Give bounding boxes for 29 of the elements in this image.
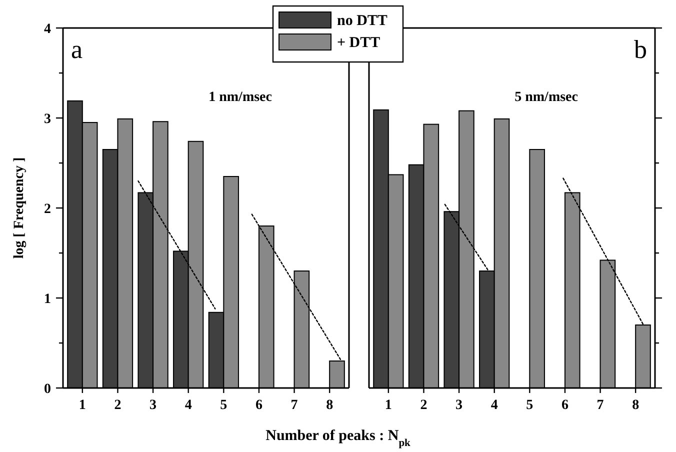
x-tick-label: 4	[184, 398, 192, 413]
x-tick-label: 1	[384, 398, 392, 413]
annotation: 1 nm/msec	[208, 90, 272, 105]
y-axis-title: log [ Frequency ]	[12, 157, 27, 259]
annotation: b	[634, 35, 647, 64]
x-tick-label: 3	[456, 398, 463, 413]
x-axis-title: Number of peaks : N$_{pk}$	[266, 428, 411, 448]
y-tick-label: 4	[44, 22, 51, 37]
legend-label: + DTT	[337, 35, 380, 51]
annotation: a	[71, 35, 83, 64]
x-tick-label: 6	[255, 398, 262, 413]
x-tick-label: 4	[490, 398, 498, 413]
x-tick-label: 5	[526, 398, 534, 413]
x-tick-label: 2	[114, 398, 122, 413]
x-tick-label: 8	[632, 398, 640, 413]
x-tick-label: 5	[220, 398, 228, 413]
x-tick-label: 1	[78, 398, 86, 413]
x-tick-label: 7	[596, 398, 604, 413]
x-tick-label: 8	[326, 398, 334, 413]
x-tick-label: 7	[290, 398, 298, 413]
annotation: 5 nm/msec	[514, 90, 578, 105]
y-tick-label: 3	[44, 112, 51, 127]
x-tick-label: 2	[420, 398, 428, 413]
y-tick-label: 2	[44, 202, 51, 217]
x-tick-label: 3	[150, 398, 157, 413]
y-tick-label: 0	[44, 382, 51, 397]
legend-label: no DTT	[337, 13, 388, 29]
y-tick-label: 1	[44, 292, 51, 307]
x-tick-label: 6	[561, 398, 568, 413]
